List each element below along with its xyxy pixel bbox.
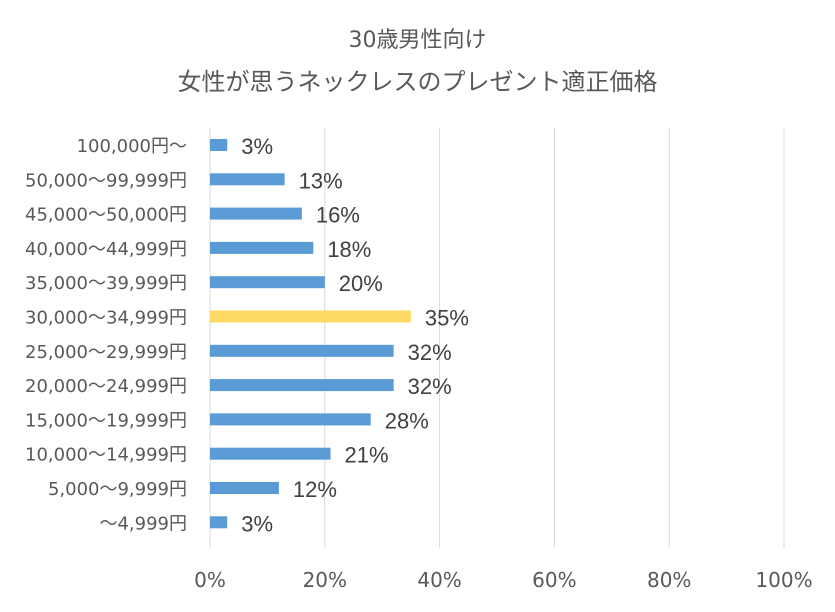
x-tick-label: 100% [755, 568, 812, 592]
data-label: 32% [408, 340, 452, 365]
data-label: 28% [385, 408, 429, 433]
data-label: 16% [316, 203, 360, 228]
category-label: 20,000～24,999円 [25, 376, 187, 397]
category-label: 10,000～14,999円 [25, 445, 187, 466]
bar-highlight [210, 310, 411, 323]
bar [210, 139, 228, 151]
category-label: 100,000円～ [77, 136, 187, 157]
category-label: ～4,999円 [99, 513, 187, 534]
category-label: 40,000～44,999円 [25, 239, 187, 260]
category-label: 30,000～34,999円 [25, 308, 187, 329]
x-tick-label: 80% [647, 568, 691, 592]
category-label: 5,000～9,999円 [48, 479, 187, 500]
bar [210, 379, 394, 392]
category-label: 25,000～29,999円 [25, 342, 187, 363]
bar [210, 516, 228, 529]
category-label: 15,000～19,999円 [25, 410, 187, 431]
bar [210, 207, 302, 220]
data-label: 32% [408, 374, 452, 399]
bar [210, 276, 325, 289]
category-label: 35,000～39,999円 [25, 273, 187, 294]
bar [210, 344, 394, 357]
data-label: 21% [345, 443, 389, 468]
bar [210, 413, 371, 426]
category-label: 45,000～50,000円 [25, 205, 187, 226]
data-label: 13% [299, 168, 343, 193]
bar [210, 482, 279, 494]
data-label: 20% [339, 271, 383, 296]
data-label: 12% [293, 477, 337, 502]
x-tick-label: 20% [303, 568, 347, 592]
data-label: 18% [327, 237, 371, 262]
data-label: 3% [241, 511, 273, 536]
bar [210, 173, 285, 186]
category-label: 50,000～99,999円 [25, 170, 187, 191]
data-label: 35% [425, 306, 469, 331]
x-tick-label: 60% [532, 568, 576, 592]
bar [210, 447, 331, 460]
chart-title: 30歳男性向け [348, 28, 487, 53]
chart-subtitle: 女性が思うネックレスのプレゼント適正価格 [177, 68, 658, 96]
x-tick-label: 40% [417, 568, 461, 592]
bar [210, 241, 314, 254]
x-tick-label: 0% [194, 568, 226, 592]
data-label: 3% [241, 134, 273, 159]
